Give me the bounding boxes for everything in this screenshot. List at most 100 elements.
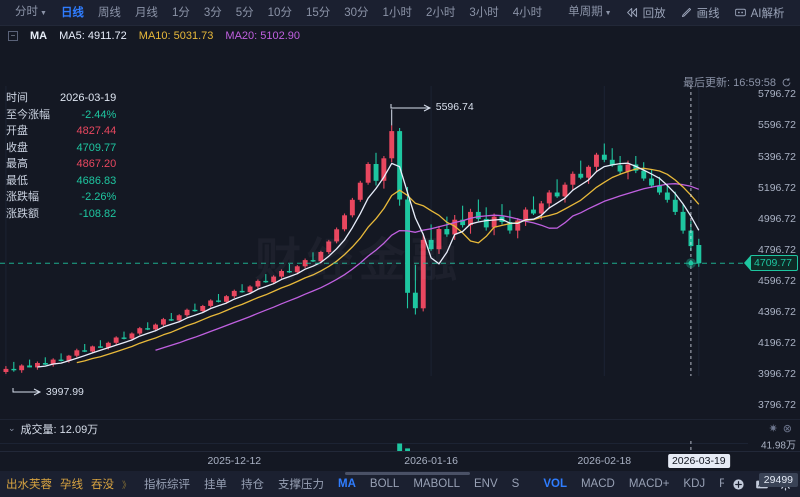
period-label: 1分 xyxy=(171,6,190,19)
ohlc-label: 收盘 xyxy=(6,141,28,154)
candlestick-chart[interactable] xyxy=(0,46,800,376)
period-11[interactable]: 2小时 xyxy=(419,0,462,26)
period-7[interactable]: 10分 xyxy=(261,0,299,26)
price-axis-label: 3796.72 xyxy=(758,399,796,412)
ai-icon xyxy=(734,8,746,17)
date-axis: 2025-12-12 2026-01-16 2026-02-18 2026-03-19 xyxy=(0,451,800,471)
replay-button[interactable]: 回放 xyxy=(619,5,673,21)
period-label: 分时 xyxy=(15,5,38,18)
period-label: 30分 xyxy=(344,6,369,19)
price-axis-label: 5796.72 xyxy=(758,88,796,101)
ai-analysis-label: AI解析 xyxy=(750,7,785,20)
indicator-BOLL[interactable]: BOLL xyxy=(369,478,400,490)
period-toolbar[interactable]: 分时 ▼ 日线 周线 月线 1分 3分 5分 10分 15分 30分 1小时 2小时 3小时 4小时 单周期… xyxy=(0,0,800,26)
refresh-icon[interactable] xyxy=(781,77,792,88)
price-axis-label: 3996.72 xyxy=(758,368,796,381)
gear-icon[interactable]: ✷ xyxy=(768,423,778,435)
indicator-S[interactable]: S xyxy=(511,478,520,490)
close-circle-icon[interactable]: ⊗ xyxy=(782,423,792,435)
indicator-支撑压力[interactable]: 支撑压力 xyxy=(278,479,325,491)
price-axis-label: 5596.72 xyxy=(758,119,796,132)
period-label: 3分 xyxy=(203,6,222,19)
ohlc-value: 4686.83 xyxy=(76,174,117,187)
draw-button[interactable]: 画线 xyxy=(673,5,727,21)
ohlc-value: 4827.44 xyxy=(76,125,117,137)
low-annotation-value: 3997.99 xyxy=(45,385,84,398)
period-2[interactable]: 周线 xyxy=(91,0,128,26)
ohlc-info-panel: 时间 2026-03-19 至今涨幅 -2.44% 开盘 4827.44 收盘 4709.77… xyxy=(6,90,116,222)
plus-circle-icon[interactable] xyxy=(732,478,745,491)
pattern-tag[interactable]: 出水芙蓉 xyxy=(6,479,52,491)
indicator-指标综评[interactable]: 指标综评 xyxy=(144,479,191,491)
period-6[interactable]: 5分 xyxy=(229,0,261,26)
period-3[interactable]: 月线 xyxy=(128,0,165,26)
chevron-down-icon: ▼ xyxy=(604,9,612,17)
ohlc-value: 2026-03-19 xyxy=(60,92,117,104)
ohlc-label: 最低 xyxy=(6,174,28,187)
volume-title: 成交量: 12.09万 xyxy=(20,423,99,436)
period-12[interactable]: 3小时 xyxy=(462,0,505,26)
ohlc-value: 4867.20 xyxy=(76,158,117,170)
period-13[interactable]: 4小时 xyxy=(506,0,549,26)
indicator-toolbar[interactable]: 出水芙蓉 孕线 吞没》 指标综评 挂单 持仓 支撑压力 MA BOLL MABOLL ENV S VO… xyxy=(0,471,800,497)
pattern-more-icon[interactable]: 》 xyxy=(122,479,132,490)
period-10[interactable]: 1小时 xyxy=(376,0,419,26)
date-axis-label: 2026-03-19 xyxy=(667,454,730,468)
pencil-icon xyxy=(681,7,691,18)
chart-area[interactable]: 财经金融 时间2026-03-19至今涨幅-2.44%开盘4827.44收盘47… xyxy=(0,46,800,497)
ma-indicator-name: MA xyxy=(30,30,48,42)
period-label: 日线 xyxy=(60,6,84,19)
horizontal-scrollbar-thumb[interactable] xyxy=(345,472,470,475)
period-8[interactable]: 15分 xyxy=(299,0,337,26)
pattern-tag[interactable]: 吞没 xyxy=(91,479,114,491)
high-pointer-icon xyxy=(390,103,431,112)
indicator-挂单[interactable]: 挂单 xyxy=(204,479,228,491)
indicator-ENV[interactable]: ENV xyxy=(474,478,498,490)
ohlc-label: 时间 xyxy=(6,92,28,104)
volume-axis-top-label: 41.98万 xyxy=(760,440,796,451)
indicator-MACD+[interactable]: MACD+ xyxy=(628,478,670,490)
minus-box-icon[interactable]: − xyxy=(8,31,18,41)
period-0[interactable]: 分时 ▼ xyxy=(8,0,54,27)
low-pointer-icon xyxy=(12,388,42,396)
replay-label: 回放 xyxy=(642,7,666,20)
cycle-selector[interactable]: 单周期 ▼ xyxy=(561,0,618,27)
volume-current-tag: 29499 xyxy=(758,473,798,488)
ma10-value: MA10: 5031.73 xyxy=(138,30,214,42)
period-label: 10分 xyxy=(267,6,292,19)
pattern-tag[interactable]: 孕线 xyxy=(60,479,83,491)
indicator-MACD[interactable]: MACD xyxy=(580,478,615,490)
indicator-VOL[interactable]: VOL xyxy=(543,478,567,490)
ohlc-value: 4709.77 xyxy=(76,141,117,154)
ohlc-row: 时间 2026-03-19 xyxy=(6,90,116,107)
indicator-RSI[interactable]: RSI xyxy=(719,478,724,490)
rewind-icon xyxy=(626,7,637,18)
period-9[interactable]: 30分 xyxy=(337,0,375,26)
indicator-KDJ[interactable]: KDJ xyxy=(683,478,706,490)
ma5-value: MA5: 4911.72 xyxy=(59,30,127,42)
period-label: 1小时 xyxy=(382,6,412,19)
price-axis-label: 5396.72 xyxy=(758,150,796,163)
ohlc-row: 至今涨幅 -2.44% xyxy=(6,107,116,124)
chevron-down-icon[interactable]: ⌄ xyxy=(8,423,16,433)
period-label: 4小时 xyxy=(512,6,543,19)
ai-analysis-button[interactable]: AI解析 xyxy=(727,5,792,21)
ma20-value: MA20: 5102.90 xyxy=(225,30,301,42)
ohlc-row: 涨跌幅 -2.26% xyxy=(6,189,116,206)
indicator-MA[interactable]: MA xyxy=(338,478,356,490)
chevron-down-icon: ▼ xyxy=(40,9,47,17)
indicator-list[interactable]: 指标综评 挂单 持仓 支撑压力 MA BOLL MABOLL ENV S VOL MACD MACD+… xyxy=(137,476,724,492)
pattern-tags[interactable]: 出水芙蓉 孕线 吞没》 xyxy=(0,476,137,492)
period-label: 15分 xyxy=(305,6,331,19)
price-axis-label: 4196.72 xyxy=(758,337,796,349)
period-4[interactable]: 1分 xyxy=(165,0,197,26)
price-axis-label: 4996.72 xyxy=(758,212,796,225)
indicator-MABOLL[interactable]: MABOLL xyxy=(413,478,460,490)
date-axis-label: 2026-01-16 xyxy=(404,455,458,467)
ohlc-value: -2.26% xyxy=(81,191,117,203)
price-axis-label: 4796.72 xyxy=(758,243,796,256)
period-5[interactable]: 3分 xyxy=(197,0,229,26)
indicator-持仓[interactable]: 持仓 xyxy=(241,479,265,491)
ohlc-label: 至今涨幅 xyxy=(6,108,50,121)
period-1[interactable]: 日线 xyxy=(54,0,91,26)
